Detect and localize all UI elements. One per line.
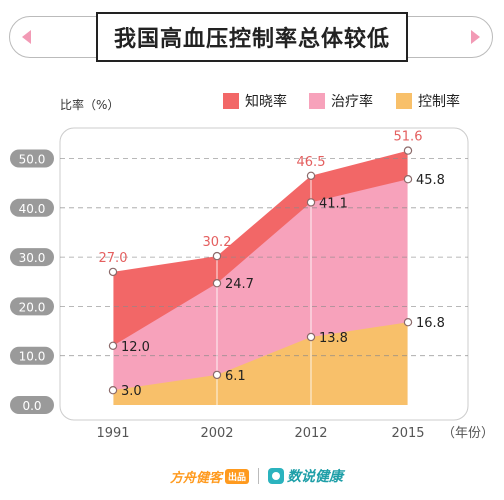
point-treatment	[403, 174, 413, 184]
point-awareness	[108, 267, 118, 277]
data-label-awareness: 51.6	[394, 130, 423, 145]
y-tick-label: 40.0	[19, 202, 46, 216]
legend-label-control: 控制率	[418, 94, 460, 110]
data-label-control: 13.8	[319, 331, 348, 346]
legend-item-awareness: 知晓率	[223, 91, 287, 111]
point-awareness	[403, 146, 413, 155]
point-treatment	[306, 198, 316, 207]
gridlines-layer	[60, 158, 468, 357]
point-treatment	[212, 279, 222, 288]
area-chart: 0.0 10.0 20.0 30.0 40.0 50.0 27.0 30.2 46.5 51.6…	[10, 127, 494, 441]
footer-brand-badge: 出品	[225, 468, 250, 484]
x-tick-label: 1991	[96, 426, 129, 441]
x-tick-label: 2012	[294, 426, 327, 441]
area-control	[113, 322, 408, 405]
data-label-awareness: 30.2	[203, 235, 232, 250]
left-arrow-icon	[22, 30, 31, 44]
y-tick-label: 0.0	[22, 399, 41, 413]
data-label-control: 16.8	[416, 316, 445, 331]
footer-brand: 方舟健客	[170, 470, 223, 486]
point-awareness	[212, 251, 222, 261]
y-tick-pill	[10, 248, 54, 267]
app-logo-icon	[268, 468, 285, 484]
right-arrow-icon	[471, 30, 480, 44]
y-tick-label: 50.0	[19, 153, 46, 167]
data-label-control: 3.0	[121, 384, 142, 399]
legend-label-awareness: 知晓率	[245, 94, 287, 110]
y-tick-pill	[10, 297, 54, 316]
data-label-awareness: 46.5	[297, 155, 326, 170]
y-axis-ticks: 0.0 10.0 20.0 30.0 40.0 50.0	[10, 149, 54, 414]
data-label-control: 6.1	[225, 369, 246, 384]
data-labels-layer: 27.0 30.2 46.5 51.6 12.0 24.7 41.1 45.8 3.0 6.1 13…	[99, 130, 445, 400]
y-tick-pill	[10, 396, 54, 414]
plot-frame	[59, 127, 469, 421]
y-tick-pill	[10, 346, 54, 365]
point-control	[403, 318, 413, 327]
data-label-treatment: 12.0	[121, 340, 150, 355]
point-treatment	[108, 341, 118, 350]
chart-title: 我国高血压控制率总体较低	[96, 12, 408, 62]
x-tick-label: 2002	[200, 426, 233, 441]
footer-app-name: 数说健康	[287, 469, 344, 485]
point-control	[306, 332, 316, 342]
y-tick-pill	[10, 149, 54, 168]
footer-separator	[258, 468, 260, 484]
data-label-treatment: 45.8	[416, 173, 445, 188]
data-label-treatment: 24.7	[225, 277, 254, 292]
y-tick-label: 20.0	[19, 300, 46, 314]
footer: 方舟健客 出品 数说健康	[170, 466, 343, 486]
data-label-treatment: 41.1	[319, 196, 348, 211]
x-unit-label: （年份）	[442, 426, 494, 441]
x-tick-label: 2015	[391, 426, 424, 441]
points-layer	[108, 146, 413, 395]
legend-item-control: 控制率	[396, 91, 460, 111]
legend-item-treatment: 治疗率	[309, 91, 373, 111]
point-control	[108, 386, 118, 395]
data-label-awareness: 27.0	[99, 251, 128, 266]
y-tick-label: 10.0	[19, 350, 46, 364]
areas-layer	[113, 150, 408, 405]
legend-label-treatment: 治疗率	[331, 94, 373, 110]
y-tick-pill	[10, 198, 54, 217]
x-axis-ticks: 1991 2002 2012 2015	[96, 426, 424, 441]
legend-swatch-treatment	[309, 93, 325, 109]
y-tick-label: 30.0	[19, 251, 46, 265]
point-control	[212, 370, 222, 380]
point-awareness	[306, 171, 316, 180]
legend-swatch-control	[396, 93, 412, 109]
y-unit-label: 比率（%）	[60, 98, 120, 112]
legend-swatch-awareness	[223, 93, 239, 109]
